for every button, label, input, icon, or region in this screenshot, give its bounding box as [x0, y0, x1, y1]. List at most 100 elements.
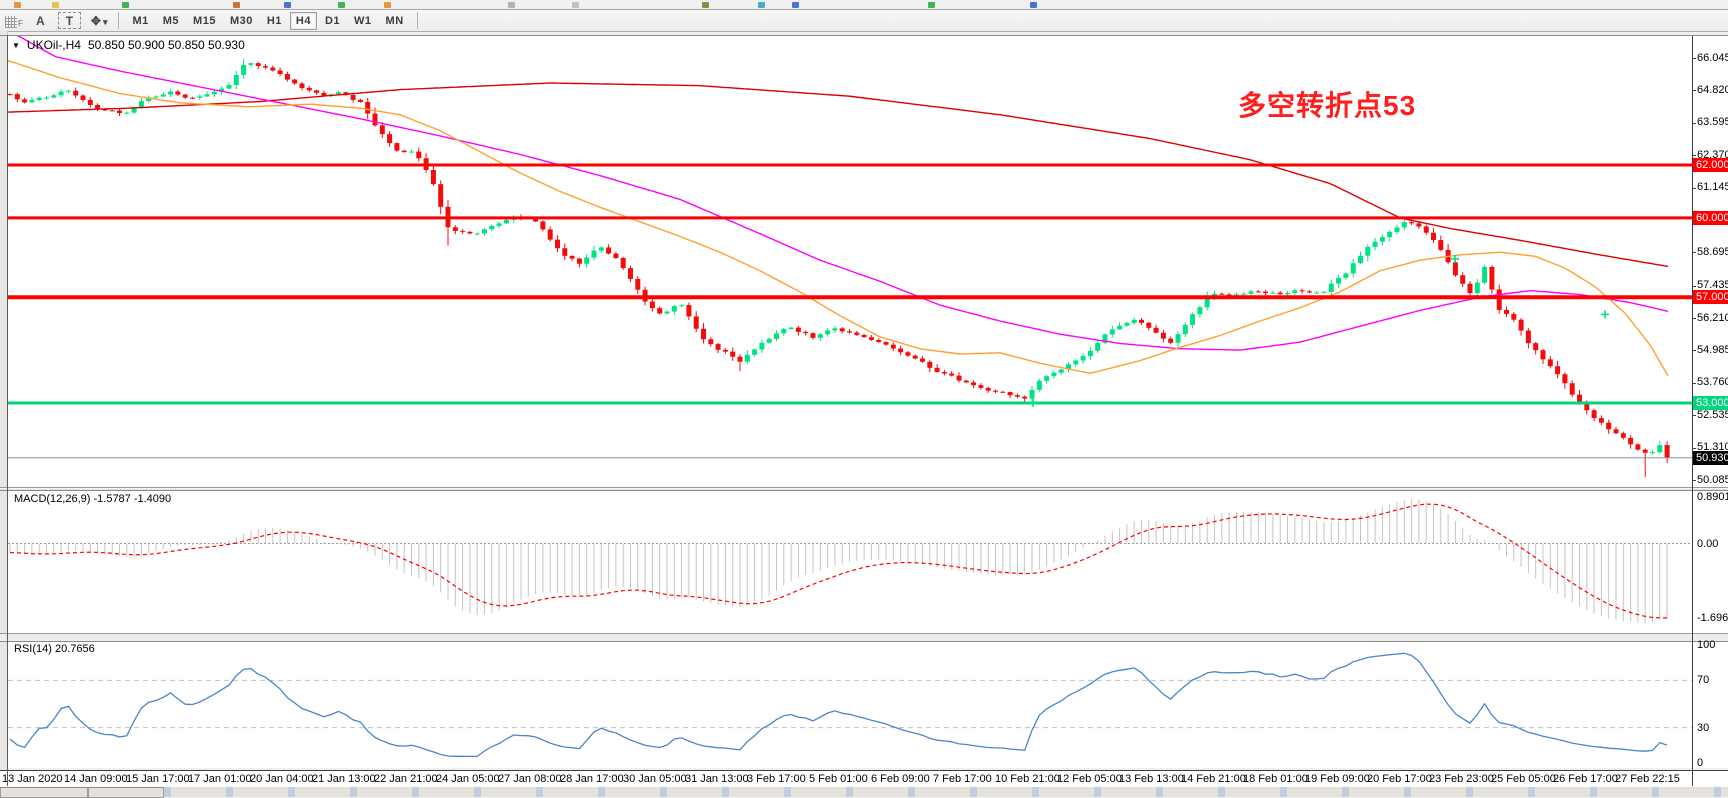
- plot-left-border: [7, 35, 8, 786]
- time-axis-label: 28 Jan 17:00: [560, 773, 624, 785]
- price-tick-mark: [1692, 415, 1696, 416]
- rsi-line: [9, 652, 1668, 758]
- chart-dropdown-icon[interactable]: ▼: [12, 40, 20, 50]
- rsi-indicator-label: RSI(14) 20.7656: [14, 643, 95, 655]
- timeframe-button-m1[interactable]: M1: [132, 14, 149, 27]
- toolbar-icon-fragment: [1030, 2, 1037, 8]
- rsi-panel[interactable]: [8, 640, 1728, 768]
- toolbar-icon-fragment: [928, 2, 935, 8]
- rsi-axis-label: 0: [1697, 757, 1704, 769]
- rsi-axis-label: 100: [1697, 639, 1716, 651]
- price-axis-label: 52.535: [1697, 409, 1728, 421]
- ma-fast-orange[interactable]: [8, 59, 1669, 377]
- grid-pattern-icon[interactable]: F: [5, 13, 23, 28]
- timeframe-button-m30[interactable]: M30: [229, 14, 253, 27]
- price-tick-mark: [1692, 58, 1696, 59]
- macd-histogram: [9, 499, 1668, 624]
- time-axis-label: 20 Feb 17:00: [1367, 773, 1432, 785]
- time-axis-label: 24 Jan 05:00: [436, 773, 500, 785]
- time-axis-label: 14 Jan 09:00: [64, 773, 128, 785]
- toolbar-icon-fragment: [702, 2, 709, 8]
- level-price-badge: 57.000: [1693, 290, 1728, 304]
- toolbar-icon-fragment: [338, 2, 345, 8]
- candlestick-chart[interactable]: [8, 36, 1692, 487]
- panel-splitter[interactable]: [0, 487, 1728, 491]
- timeframe-button-group: M1 M5 M15 M30 H1 H4 D1 W1 MN: [125, 11, 410, 30]
- timeframe-button-m15[interactable]: M15: [193, 14, 216, 27]
- price-axis-label: 66.045: [1697, 52, 1728, 64]
- price-axis-label: 50.085: [1697, 474, 1728, 486]
- annotate-a-icon[interactable]: A: [36, 14, 45, 28]
- chart-ohlc-values: 50.850 50.900 50.850 50.930: [87, 38, 245, 52]
- text-label-icon[interactable]: T: [57, 12, 81, 29]
- clipped-toolbar-strip: [0, 0, 1728, 10]
- panel-splitter[interactable]: [0, 633, 1728, 642]
- time-axis-label: 22 Jan 21:00: [374, 773, 438, 785]
- chart-title: ▼ UKOil-,H4 50.850 50.900 50.850 50.930: [12, 38, 245, 52]
- macd-name: MACD(12,26,9): [14, 493, 91, 505]
- price-tick-mark: [1692, 448, 1696, 449]
- macd-chart[interactable]: [8, 489, 1692, 633]
- macd-axis-min: -1.6963: [1697, 612, 1728, 624]
- time-axis-label: 12 Feb 05:00: [1057, 773, 1122, 785]
- price-axis-label: 51.310: [1697, 441, 1728, 453]
- time-axis-label: 14 Feb 21:00: [1181, 773, 1246, 785]
- time-axis-label: 26 Feb 17:00: [1553, 773, 1618, 785]
- macd-axis-max: 0.8901: [1697, 491, 1728, 503]
- price-axis-label: 63.595: [1697, 116, 1728, 128]
- rsi-chart[interactable]: [8, 640, 1692, 768]
- price-axis-label: 64.820: [1697, 84, 1728, 96]
- timeframe-button-d1[interactable]: D1: [324, 14, 341, 27]
- price-tick-mark: [1692, 383, 1696, 384]
- level-price-badge: 53.000: [1693, 396, 1728, 410]
- toolbar-separator: [416, 12, 418, 29]
- ma-mid-magenta[interactable]: [8, 36, 1669, 351]
- time-axis-label: 6 Feb 09:00: [871, 773, 930, 785]
- timeframe-button-h1[interactable]: H1: [266, 14, 282, 27]
- window-frame-line: [0, 35, 1728, 36]
- toolbar-icon-fragment: [233, 2, 240, 8]
- toolbar-icon-fragment: [14, 2, 21, 8]
- time-axis-label: 27 Jan 08:00: [498, 773, 562, 785]
- price-tick-mark: [1692, 318, 1696, 319]
- chart-annotation-text[interactable]: 多空转折点53: [1238, 90, 1417, 121]
- price-tick-mark: [1692, 286, 1696, 287]
- time-axis-label: 21 Jan 13:00: [312, 773, 376, 785]
- toolbar-icon-fragment: [122, 2, 129, 8]
- plus-marker: [1029, 398, 1037, 407]
- ma-slow-red[interactable]: [8, 82, 1669, 268]
- current-price-badge: 50.930: [1693, 451, 1728, 465]
- price-axis-label: 54.985: [1697, 344, 1728, 356]
- toolbar-separator: [118, 12, 120, 29]
- rsi-value: 20.7656: [54, 643, 95, 655]
- chart-toolbar: F A T ✥ ▾ M1 M5 M15 M30 H1 H4 D1 W1 MN: [0, 10, 1728, 32]
- candles: [8, 58, 1670, 478]
- grid-pattern-glyph: [5, 16, 17, 28]
- macd-indicator-label: MACD(12,26,9) -1.5787 -1.4090: [14, 493, 171, 505]
- price-axis-label: 53.760: [1697, 376, 1728, 388]
- macd-panel[interactable]: [8, 489, 1728, 633]
- level-price-badge: 60.000: [1693, 211, 1728, 225]
- timeframe-button-w1[interactable]: W1: [354, 14, 372, 27]
- timeframe-button-mn[interactable]: MN: [385, 14, 404, 27]
- time-axis-label: 20 Jan 04:00: [250, 773, 314, 785]
- price-chart-panel[interactable]: [8, 36, 1728, 487]
- time-axis-label: 19 Feb 09:00: [1305, 773, 1370, 785]
- object-select-icon[interactable]: ✥ ▾: [91, 13, 108, 28]
- time-axis-label: 15 Jan 17:00: [126, 773, 190, 785]
- timeframe-button-m5[interactable]: M5: [162, 14, 180, 27]
- grid-pattern-subscript: F: [18, 19, 23, 28]
- macd-axis-zero: 0.00: [1697, 538, 1719, 550]
- rsi-name: RSI(14): [14, 643, 52, 655]
- time-axis-label: 13 Feb 13:00: [1119, 773, 1184, 785]
- toolbar-icon-fragment: [572, 2, 579, 8]
- macd-values: -1.5787 -1.4090: [93, 493, 172, 505]
- timeframe-button-h4[interactable]: H4: [289, 11, 317, 30]
- chart-symbol-timeframe: UKOil-,H4: [26, 38, 81, 52]
- toolbar-icon-fragment: [758, 2, 765, 8]
- time-axis-label: 31 Jan 13:00: [685, 773, 749, 785]
- time-axis[interactable]: 13 Jan 2020 14 Jan 09:00 15 Jan 17:00 17 Ja…: [0, 770, 1728, 788]
- clipped-status-strip: [0, 787, 1728, 798]
- rsi-axis-label: 30: [1697, 722, 1710, 734]
- price-axis-label: 58.695: [1697, 246, 1728, 258]
